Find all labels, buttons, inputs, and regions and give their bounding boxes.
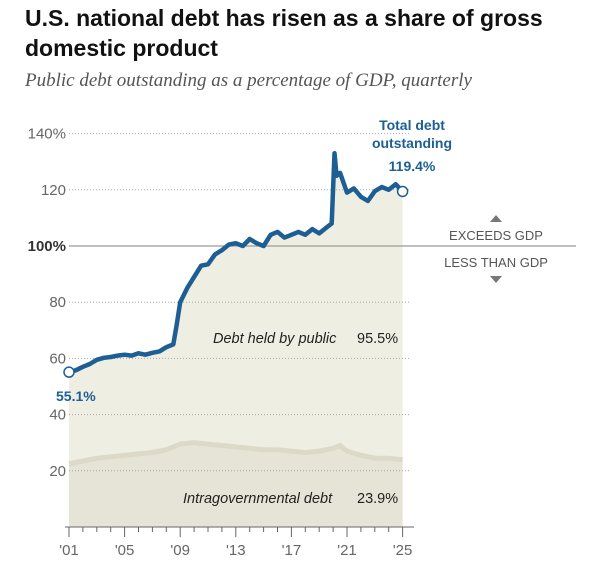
x-tick-label: '05: [115, 542, 135, 559]
end-point-marker: [396, 185, 409, 198]
x-tick-label: '25: [393, 542, 413, 559]
chart-title: U.S. national debt has risen as a share …: [25, 5, 543, 61]
y-tick-label: 80: [49, 294, 66, 311]
public-debt-label: Debt held by public: [213, 331, 337, 347]
y-tick-label: 100%: [28, 238, 66, 255]
x-tick-label: '17: [282, 542, 302, 559]
intragovernmental-debt-line: [68, 440, 403, 467]
down-arrow-icon: [490, 276, 502, 283]
public-debt-value: 95.5%: [357, 331, 398, 347]
start-point-marker: [63, 366, 75, 378]
intragovernmental-debt-area: [69, 442, 403, 527]
y-tick-label: 120: [41, 182, 66, 199]
total-debt-start-value: 55.1%: [56, 388, 96, 404]
up-arrow-icon: [490, 215, 502, 222]
y-tick-label: 60: [49, 350, 66, 367]
x-tick-label: '01: [59, 542, 79, 559]
y-tick-label: 20: [49, 463, 66, 480]
debt-held-by-public-area: [69, 153, 403, 528]
x-tick-label: '13: [226, 542, 246, 559]
total-debt-label: Total debt outstanding: [372, 117, 452, 151]
exceeds-gdp-label: EXCEEDS GDP: [449, 228, 543, 243]
y-tick-label: 40: [49, 407, 66, 424]
intragovernmental-debt-label: Intragovernmental debt: [183, 491, 333, 507]
total-debt-end-value: 119.4%: [389, 158, 436, 174]
chart-subtitle: Public debt outstanding as a percentage …: [25, 70, 472, 91]
intragovernmental-debt-value: 23.9%: [357, 491, 398, 507]
y-tick-label: 140%: [28, 126, 66, 143]
less-than-gdp-label: LESS THAN GDP: [444, 255, 548, 270]
x-tick-label: '21: [337, 542, 357, 559]
total-debt-line: [66, 151, 405, 375]
x-tick-label: '09: [170, 542, 190, 559]
